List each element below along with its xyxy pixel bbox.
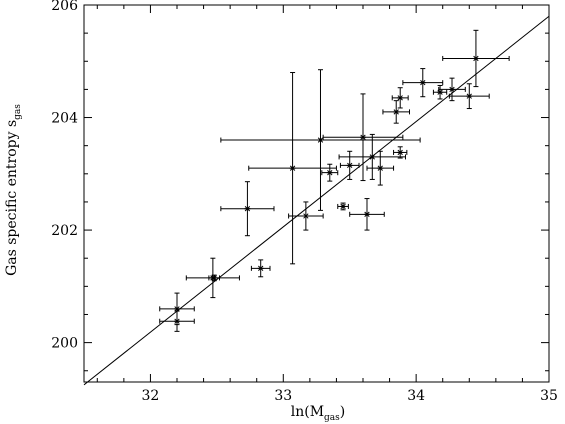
fit-line xyxy=(83,15,550,386)
data-point xyxy=(159,310,195,332)
data-point xyxy=(321,163,339,182)
data-point xyxy=(349,198,385,231)
data-point xyxy=(438,77,466,102)
y-tick-labels: 200 202 204 206 xyxy=(51,0,78,352)
data-point xyxy=(338,133,407,180)
data-point xyxy=(248,72,337,265)
x-tick-label: 35 xyxy=(540,388,558,404)
x-axis-title: ln(Mgas) xyxy=(291,404,346,423)
data-point xyxy=(220,69,421,211)
data-points xyxy=(159,29,510,332)
x-tick-label: 32 xyxy=(142,388,160,404)
data-point xyxy=(432,84,448,100)
y-tick-label: 206 xyxy=(51,0,78,14)
data-point xyxy=(402,68,444,98)
y-tick-label: 200 xyxy=(51,336,78,352)
x-tick-labels: 32 33 34 35 xyxy=(142,388,558,404)
data-point xyxy=(391,87,409,109)
x-axis-title-main: ln(M xyxy=(291,404,324,420)
data-point xyxy=(322,93,404,182)
data-point xyxy=(366,150,395,186)
y-axis-title-main: Gas specific entropy s xyxy=(4,120,20,276)
x-tick-label: 34 xyxy=(407,388,425,404)
axis-ticks xyxy=(84,4,550,382)
data-point xyxy=(382,100,410,124)
y-axis-title: Gas specific entropy sgas xyxy=(4,104,23,276)
data-point xyxy=(288,201,324,231)
data-point xyxy=(442,29,510,88)
data-point xyxy=(393,146,408,159)
plot-frame xyxy=(83,4,550,383)
y-axis-title-sub: gas xyxy=(13,104,23,120)
x-axis-title-sub: gas xyxy=(324,413,340,423)
data-point xyxy=(339,150,360,180)
data-point xyxy=(250,259,271,278)
y-tick-label: 204 xyxy=(51,111,78,127)
plot-border xyxy=(83,4,550,383)
x-tick-label: 33 xyxy=(274,388,292,404)
x-axis-title-close: ) xyxy=(340,404,345,420)
data-point xyxy=(337,202,349,211)
data-point xyxy=(220,181,275,237)
y-tick-label: 202 xyxy=(51,223,78,239)
data-point xyxy=(448,83,490,110)
fit-line-group xyxy=(83,15,550,386)
data-point xyxy=(208,274,221,282)
